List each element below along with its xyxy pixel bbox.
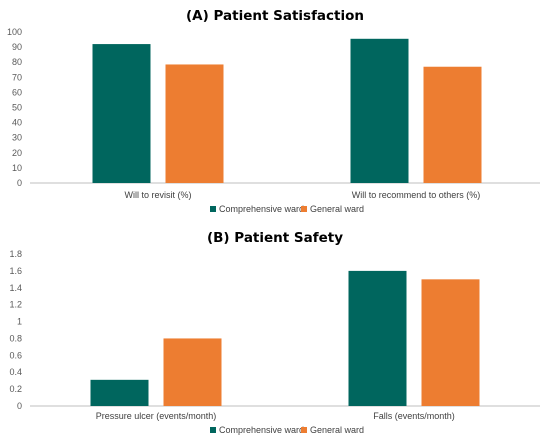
legend-swatch-comprehensive <box>210 427 216 433</box>
y-tick-label: 0.6 <box>9 350 22 360</box>
chart-b: (B) Patient Safety 0 0.2 0.4 0.6 0.8 1 1.2 1.4 1… <box>9 230 540 435</box>
chart-a-y-ticks: 0 10 20 30 40 50 60 70 80 90 100 <box>7 27 22 188</box>
bar-general <box>421 279 480 406</box>
legend-swatch-general <box>301 427 307 433</box>
y-tick-label: 80 <box>12 57 22 67</box>
y-tick-label: 0.2 <box>9 384 22 394</box>
chart-b-bars <box>90 270 480 406</box>
chart-b-legend: Comprehensive ward General ward <box>210 425 364 435</box>
legend-swatch-comprehensive <box>210 206 216 212</box>
bar-general <box>163 338 222 406</box>
y-tick-label: 40 <box>12 118 22 128</box>
chart-a-legend: Comprehensive ward General ward <box>210 204 364 214</box>
y-tick-label: 10 <box>12 163 22 173</box>
y-tick-label: 90 <box>12 42 22 52</box>
y-tick-label: 20 <box>12 148 22 158</box>
y-tick-label: 70 <box>12 72 22 82</box>
chart-a-bars <box>92 38 482 183</box>
chart-b-y-ticks: 0 0.2 0.4 0.6 0.8 1 1.2 1.4 1.6 1.8 <box>9 249 22 411</box>
y-tick-label: 1 <box>17 317 22 327</box>
chart-a: (A) Patient Satisfaction 0 10 20 30 40 50 60 70… <box>7 8 540 214</box>
legend-swatch-general <box>301 206 307 212</box>
y-tick-label: 100 <box>7 27 22 37</box>
legend-label-comprehensive: Comprehensive ward <box>219 425 304 435</box>
bar-comprehensive <box>350 38 409 183</box>
chart-b-title: (B) Patient Safety <box>207 230 343 246</box>
bar-general <box>165 64 224 183</box>
chart-b-category-label: Pressure ulcer (events/month) <box>96 411 217 421</box>
y-tick-label: 0.8 <box>9 333 22 343</box>
bar-comprehensive <box>92 44 151 183</box>
bar-comprehensive <box>90 379 149 406</box>
y-tick-label: 0 <box>17 401 22 411</box>
legend-label-general: General ward <box>310 204 364 214</box>
bar-general <box>423 66 482 183</box>
chart-a-title: (A) Patient Satisfaction <box>186 8 364 24</box>
legend-label-general: General ward <box>310 425 364 435</box>
y-tick-label: 1.4 <box>9 283 22 293</box>
y-tick-label: 1.8 <box>9 249 22 259</box>
y-tick-label: 1.2 <box>9 300 22 310</box>
chart-a-category-label: Will to recommend to others (%) <box>352 190 481 200</box>
y-tick-label: 1.6 <box>9 266 22 276</box>
chart-b-category-label: Falls (events/month) <box>373 411 455 421</box>
chart-a-category-label: Will to revisit (%) <box>125 190 192 200</box>
legend-label-comprehensive: Comprehensive ward <box>219 204 304 214</box>
y-tick-label: 0.4 <box>9 367 22 377</box>
y-tick-label: 30 <box>12 133 22 143</box>
bar-comprehensive <box>348 270 407 406</box>
y-tick-label: 0 <box>17 178 22 188</box>
y-tick-label: 60 <box>12 87 22 97</box>
y-tick-label: 50 <box>12 103 22 113</box>
